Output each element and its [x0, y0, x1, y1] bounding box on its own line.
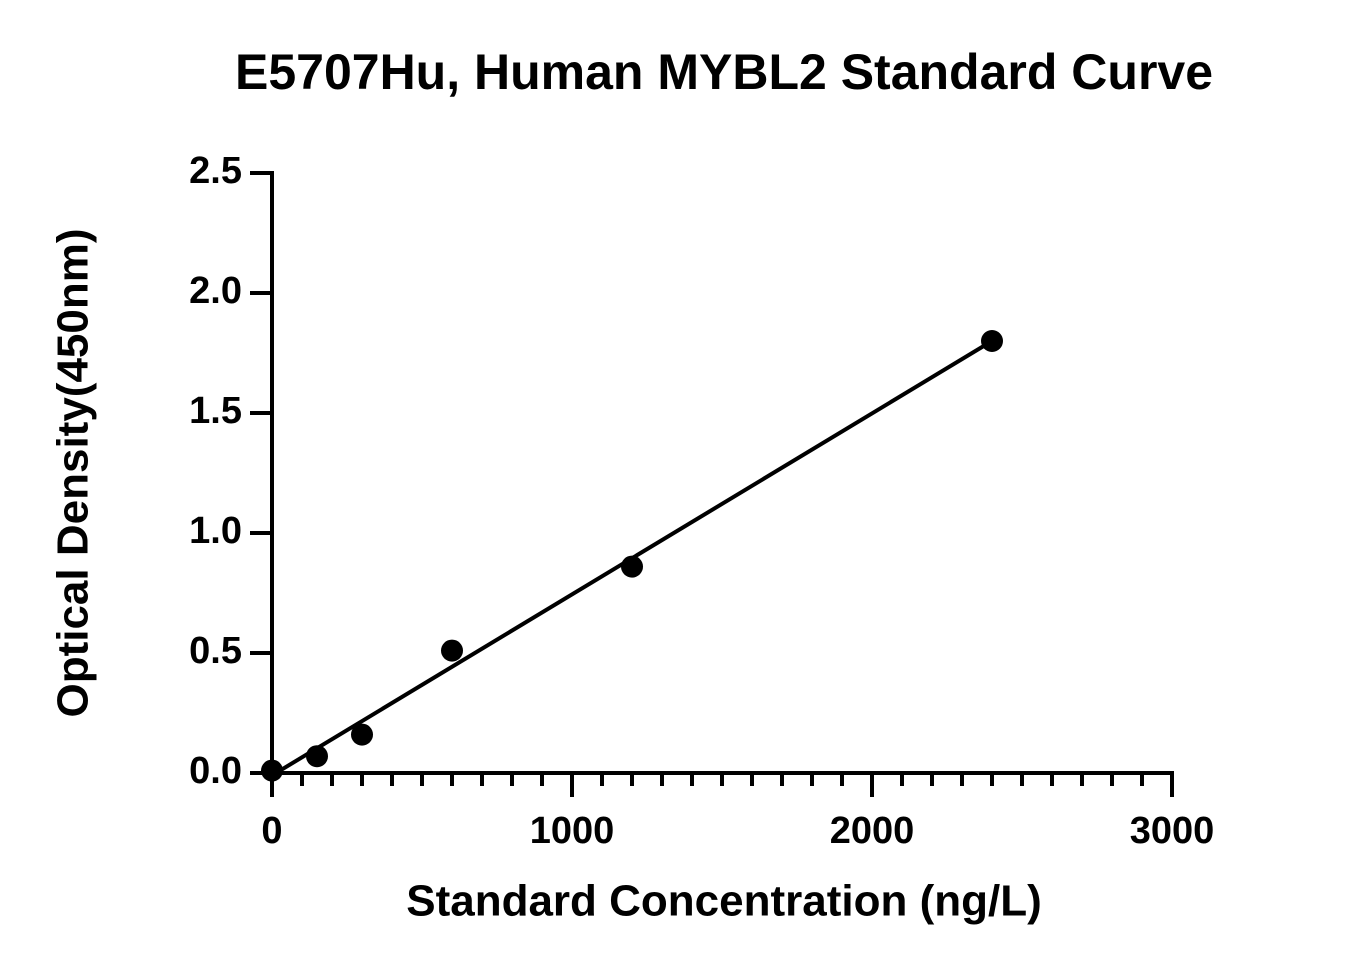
data-point: [441, 639, 463, 662]
y-axis-label: Optical Density(450nm): [49, 228, 98, 717]
chart-title: E5707Hu, Human MYBL2 Standard Curve: [235, 44, 1213, 100]
y-tick-label: 0.0: [189, 750, 242, 792]
data-point: [621, 555, 643, 578]
x-tick-label: 3000: [1130, 810, 1215, 852]
x-tick-label: 2000: [830, 810, 915, 852]
data-point: [351, 723, 373, 746]
y-tick-label: 2.0: [189, 270, 242, 312]
y-tick-label: 1.5: [189, 390, 242, 432]
y-tick-label: 1.0: [189, 510, 242, 552]
x-tick-label: 1000: [530, 810, 615, 852]
y-tick-label: 0.5: [189, 630, 242, 672]
x-tick-label: 0: [261, 810, 282, 852]
x-axis-label: Standard Concentration (ng/L): [406, 877, 1042, 926]
y-tick-label: 2.5: [189, 150, 242, 192]
data-point: [981, 330, 1003, 352]
data-point: [261, 759, 283, 782]
data-point: [306, 745, 328, 768]
